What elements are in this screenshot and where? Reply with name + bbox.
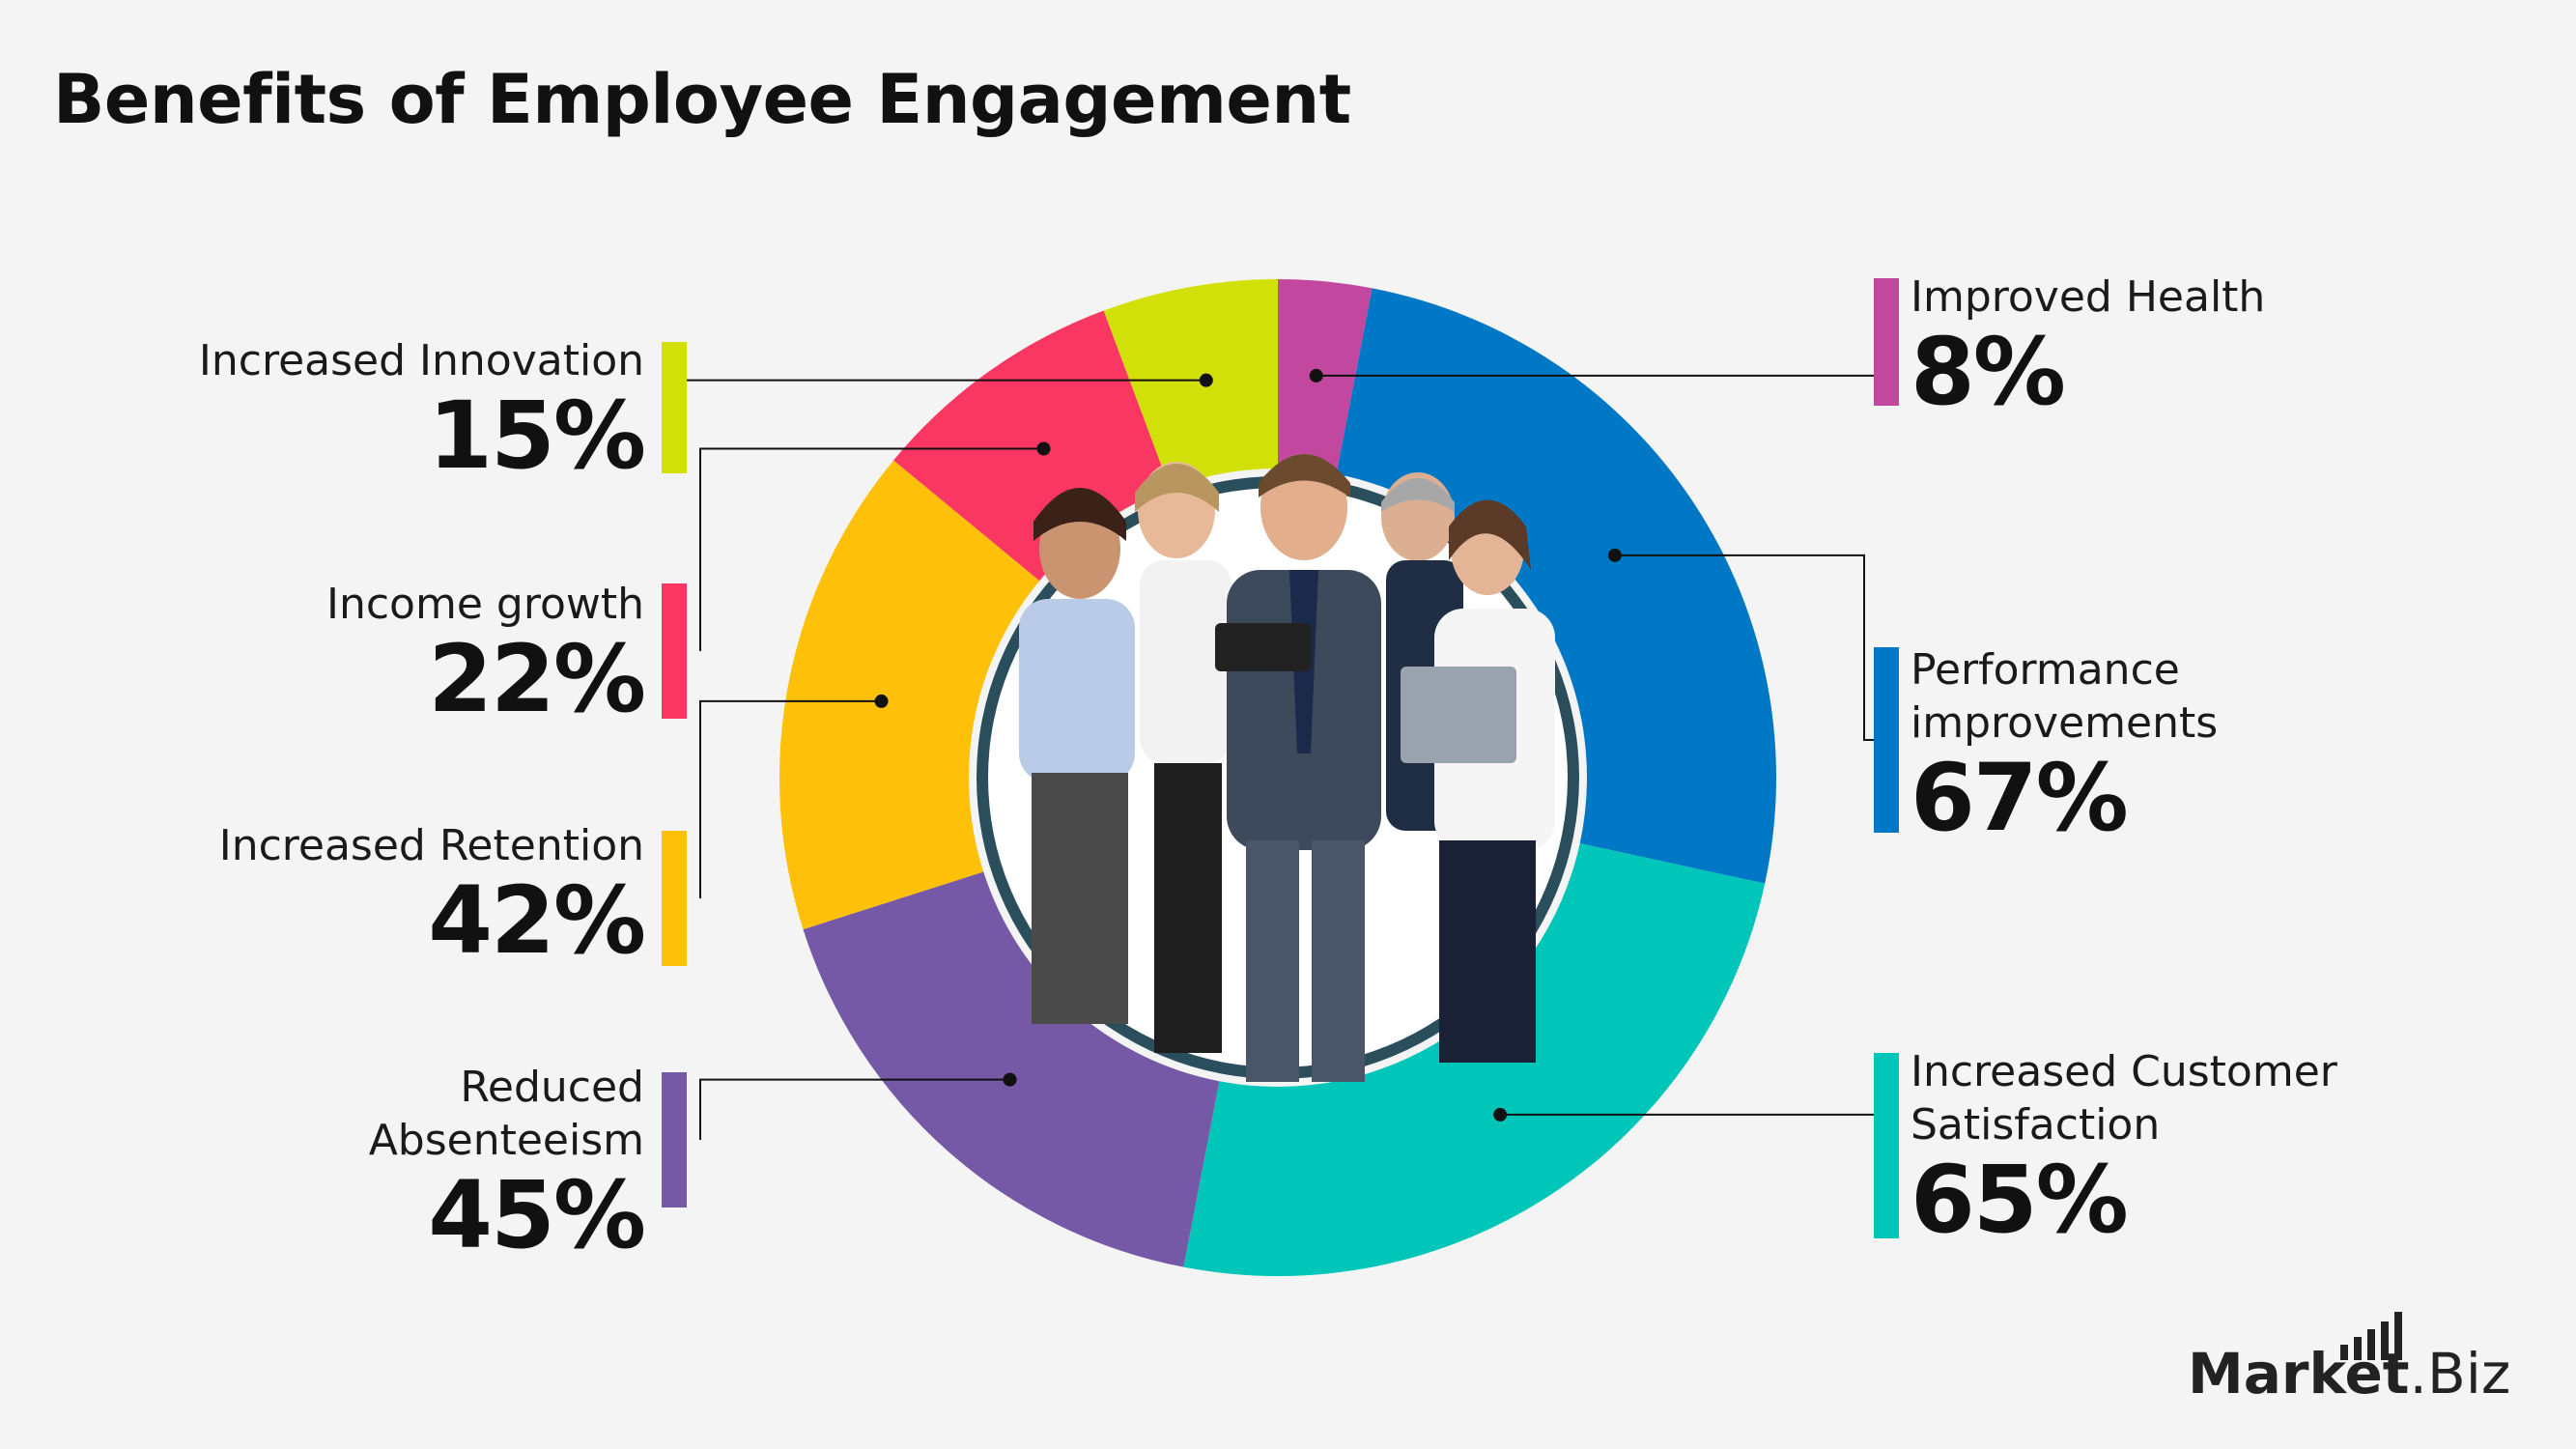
label-value: 45% <box>428 1161 646 1269</box>
legend-bar-reduced-absenteeism <box>662 1072 687 1208</box>
leader-dot-increased-retention <box>874 694 889 708</box>
leader-dot-reduced-absenteeism <box>1003 1072 1017 1087</box>
leader-dot-increased-innovation <box>1199 373 1213 387</box>
slice-increased-retention <box>778 460 1040 930</box>
slice-reduced-absenteeism <box>803 871 1220 1267</box>
leader-dot-performance-improvements <box>1607 548 1622 562</box>
label-increased-innovation: Increased Innovation 15% <box>190 334 646 490</box>
bar-chart-logo-icon <box>2340 1312 2402 1360</box>
label-value: 67% <box>1911 744 2129 852</box>
label-value: 22% <box>428 625 646 733</box>
leader-line-income-growth <box>699 447 1044 651</box>
leader-dot-improved-health <box>1309 368 1323 383</box>
legend-bar-increased-retention <box>662 831 687 966</box>
chart-title: Benefits of Employee Engagement <box>53 60 1351 139</box>
label-value: 65% <box>1911 1146 2129 1254</box>
brand-logo: Market.Biz <box>2188 1312 2535 1403</box>
center-photo <box>977 454 1579 1082</box>
leader-line-reduced-absenteeism <box>699 1078 1010 1140</box>
legend-bar-income-growth <box>662 583 687 719</box>
label-improved-health: Improved Health 8% <box>1911 270 2364 420</box>
label-income-growth: Income growth 22% <box>190 578 646 733</box>
slice-performance-improvements <box>1336 288 1777 884</box>
slice-increased-innovation <box>1103 279 1278 489</box>
leader-line-increased-retention <box>699 699 882 898</box>
leader-dot-income-growth <box>1036 441 1051 456</box>
legend-bar-performance-improvements <box>1874 647 1899 833</box>
label-increased-retention: Increased Retention 42% <box>190 819 646 975</box>
label-value: 8% <box>1911 318 2066 426</box>
label-value: 15% <box>428 382 646 490</box>
label-performance-improvements: Performance improvements 67% <box>1911 643 2364 846</box>
legend-bar-improved-health <box>1874 278 1899 406</box>
label-name: Income growth <box>326 580 644 629</box>
legend-bar-increased-innovation <box>662 342 687 473</box>
leader-line-performance-improvements <box>1614 554 1874 741</box>
label-name: Increased Retention <box>218 821 644 870</box>
label-name: Performance improvements <box>1911 645 2219 748</box>
label-reduced-absenteeism: Reduced Absenteeism 45% <box>190 1061 646 1269</box>
label-name: Increased Innovation <box>198 336 644 385</box>
label-value: 42% <box>428 867 646 975</box>
label-name: Increased Customer Satisfaction <box>1911 1047 2337 1150</box>
label-name: Reduced Absenteeism <box>368 1063 644 1165</box>
label-name: Improved Health <box>1911 272 2266 322</box>
leader-dot-increased-customer-satisfaction <box>1493 1107 1508 1122</box>
business-team-photo <box>1019 454 1555 1082</box>
logo-text-biz: .Biz <box>2409 1341 2511 1406</box>
label-increased-customer-satisfaction: Increased Customer Satisfaction 65% <box>1911 1045 2364 1248</box>
legend-bar-increased-customer-satisfaction <box>1874 1053 1899 1238</box>
